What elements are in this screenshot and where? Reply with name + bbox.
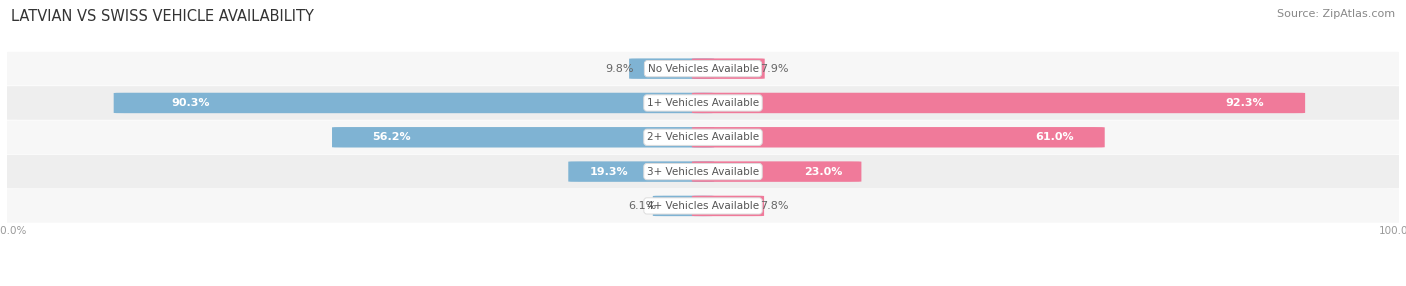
FancyBboxPatch shape xyxy=(652,196,714,216)
Text: 3+ Vehicles Available: 3+ Vehicles Available xyxy=(647,167,759,176)
Text: 61.0%: 61.0% xyxy=(1035,132,1074,142)
FancyBboxPatch shape xyxy=(0,120,1406,154)
Text: 9.8%: 9.8% xyxy=(605,64,633,74)
FancyBboxPatch shape xyxy=(692,93,1305,113)
Text: 7.8%: 7.8% xyxy=(759,201,789,211)
Text: 23.0%: 23.0% xyxy=(804,167,844,176)
FancyBboxPatch shape xyxy=(692,127,1105,148)
Text: 6.1%: 6.1% xyxy=(628,201,657,211)
Text: 56.2%: 56.2% xyxy=(373,132,411,142)
Text: 4+ Vehicles Available: 4+ Vehicles Available xyxy=(647,201,759,211)
FancyBboxPatch shape xyxy=(628,58,714,79)
FancyBboxPatch shape xyxy=(692,161,862,182)
Text: Source: ZipAtlas.com: Source: ZipAtlas.com xyxy=(1277,9,1395,19)
Text: 92.3%: 92.3% xyxy=(1226,98,1264,108)
Text: 2+ Vehicles Available: 2+ Vehicles Available xyxy=(647,132,759,142)
FancyBboxPatch shape xyxy=(0,155,1406,188)
FancyBboxPatch shape xyxy=(0,189,1406,223)
Text: 7.9%: 7.9% xyxy=(761,64,789,74)
Text: 1+ Vehicles Available: 1+ Vehicles Available xyxy=(647,98,759,108)
Text: LATVIAN VS SWISS VEHICLE AVAILABILITY: LATVIAN VS SWISS VEHICLE AVAILABILITY xyxy=(11,9,314,23)
FancyBboxPatch shape xyxy=(568,161,714,182)
Text: 90.3%: 90.3% xyxy=(172,98,209,108)
FancyBboxPatch shape xyxy=(332,127,714,148)
FancyBboxPatch shape xyxy=(692,196,763,216)
FancyBboxPatch shape xyxy=(692,58,765,79)
Legend: Latvian, Swiss: Latvian, Swiss xyxy=(631,284,775,286)
FancyBboxPatch shape xyxy=(114,93,714,113)
FancyBboxPatch shape xyxy=(0,52,1406,86)
Text: 19.3%: 19.3% xyxy=(589,167,628,176)
Text: No Vehicles Available: No Vehicles Available xyxy=(648,64,758,74)
FancyBboxPatch shape xyxy=(0,86,1406,120)
